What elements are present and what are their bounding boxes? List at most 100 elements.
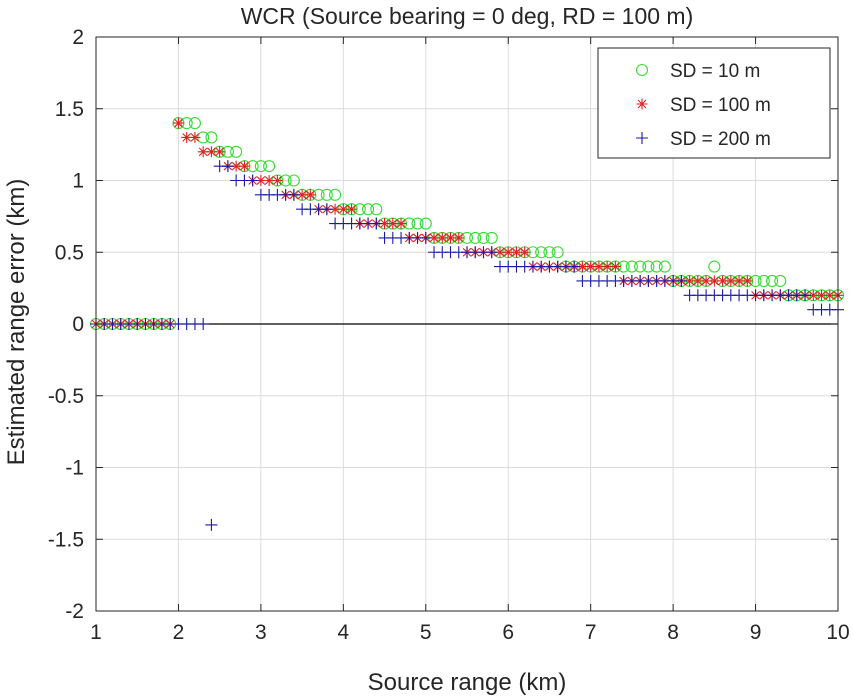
data-point-circle: [263, 160, 276, 173]
x-tick-label: 3: [255, 621, 267, 644]
data-point-plus: [287, 188, 300, 201]
plus-marker-shape: [799, 289, 812, 302]
data-point-asterisk: [445, 232, 457, 244]
data-point-asterisk: [593, 261, 605, 273]
circle-marker-shape: [650, 260, 663, 273]
asterisk-marker-shape: [428, 232, 440, 244]
asterisk-marker-shape: [304, 189, 316, 201]
asterisk-marker-shape: [197, 146, 209, 158]
data-point-asterisk: [346, 203, 358, 215]
asterisk-marker-shape: [329, 203, 341, 215]
data-point-circle: [362, 203, 375, 216]
asterisk-marker-shape: [395, 218, 407, 230]
asterisk-marker-shape: [609, 261, 621, 273]
data-point-plus: [320, 203, 333, 216]
data-point-asterisk: [395, 218, 407, 230]
chart-title: WCR (Source bearing = 0 deg, RD = 100 m): [241, 3, 694, 29]
circle-marker-shape: [477, 231, 490, 244]
data-point-plus: [675, 274, 688, 287]
data-point-plus: [197, 318, 210, 330]
data-point-circle: [535, 246, 548, 259]
x-tick-label: 5: [420, 621, 432, 644]
asterisk-marker-shape: [824, 289, 836, 301]
plus-marker-shape: [205, 518, 218, 531]
circle-marker-shape: [320, 188, 333, 201]
asterisk-marker-shape: [205, 146, 217, 158]
y-tick-label: -0.5: [48, 385, 84, 408]
x-tick-labels: 1 2 3 4 5 6 7 8 9 10: [90, 621, 850, 644]
data-series: [89, 117, 845, 531]
data-point-asterisk: [510, 246, 522, 258]
data-point-asterisk: [329, 203, 341, 215]
data-point-circle: [625, 260, 638, 273]
data-point-circle: [485, 231, 498, 244]
data-point-asterisk: [271, 175, 283, 186]
data-point-asterisk: [807, 289, 819, 301]
data-point-asterisk: [708, 275, 720, 287]
asterisk-marker-shape: [601, 261, 613, 273]
circle-marker-shape: [263, 160, 276, 173]
circle-marker-shape: [635, 63, 649, 77]
y-tick-label: 0.5: [55, 241, 84, 264]
data-point-plus: [221, 160, 234, 173]
legend-box: [597, 47, 831, 159]
y-tick-label: 0: [72, 313, 84, 336]
plus-marker-shape: [221, 160, 234, 173]
asterisk-marker-shape: [238, 160, 250, 172]
circle-marker-shape: [419, 217, 432, 230]
y-tick-label: -1: [65, 457, 84, 480]
asterisk-marker-shape: [700, 275, 712, 287]
circle-marker-shape: [287, 174, 300, 187]
asterisk-marker-shape: [296, 189, 308, 201]
plus-marker-shape: [485, 246, 498, 259]
data-point-circle: [774, 274, 787, 288]
x-tick-label: 1: [90, 621, 102, 644]
asterisk-marker-shape: [445, 232, 457, 244]
data-point-circle: [551, 246, 564, 259]
legend: SD = 10 m SD = 100 m SD = 200 m: [597, 47, 831, 159]
data-point-asterisk: [585, 261, 597, 273]
asterisk-marker-shape: [346, 203, 358, 215]
circle-marker-shape: [485, 231, 498, 244]
series-plus-group: [90, 160, 844, 531]
data-point-asterisk: [238, 160, 250, 172]
plus-marker-shape: [370, 217, 383, 230]
asterisk-marker-shape: [189, 131, 201, 143]
asterisk-marker-shape: [708, 275, 720, 287]
y-tick-labels: -2 -1.5 -1 -0.5 0 0.5 1 1.5 2: [48, 26, 84, 623]
asterisk-marker-shape: [816, 289, 828, 301]
legend-label: SD = 100 m: [670, 95, 771, 116]
data-point-plus: [799, 289, 812, 302]
circle-marker-shape: [642, 260, 655, 273]
data-point-circle: [757, 274, 770, 288]
data-point-circle: [708, 260, 721, 273]
data-point-plus: [419, 231, 432, 244]
x-axis-label: Source range (km): [368, 669, 567, 696]
tick-marks: [95, 36, 839, 612]
data-point-asterisk: [379, 218, 391, 230]
data-point-asterisk: [733, 275, 745, 287]
data-point-asterisk: [453, 232, 465, 244]
asterisk-marker-shape: [379, 218, 391, 230]
circle-marker-shape: [543, 246, 556, 259]
data-point-circle: [320, 188, 333, 201]
circle-marker-shape: [634, 260, 647, 273]
data-point-asterisk: [337, 203, 349, 215]
data-point-asterisk: [494, 246, 506, 258]
circle-marker-shape: [230, 145, 243, 158]
data-point-asterisk: [428, 232, 440, 244]
circle-marker-shape: [188, 117, 201, 130]
x-tick-label: 6: [502, 621, 514, 644]
x-tick-label: 7: [585, 621, 597, 644]
data-point-circle: [370, 203, 383, 216]
data-point-asterisk: [172, 117, 184, 129]
asterisk-marker-shape: [741, 275, 753, 287]
data-point-circle: [205, 131, 218, 144]
asterisk-marker-shape: [510, 246, 522, 258]
circle-marker-shape: [551, 246, 564, 259]
data-point-asterisk: [576, 261, 588, 273]
plus-marker-shape: [675, 274, 688, 287]
data-point-circle: [658, 260, 671, 273]
asterisk-marker-shape: [172, 117, 184, 129]
